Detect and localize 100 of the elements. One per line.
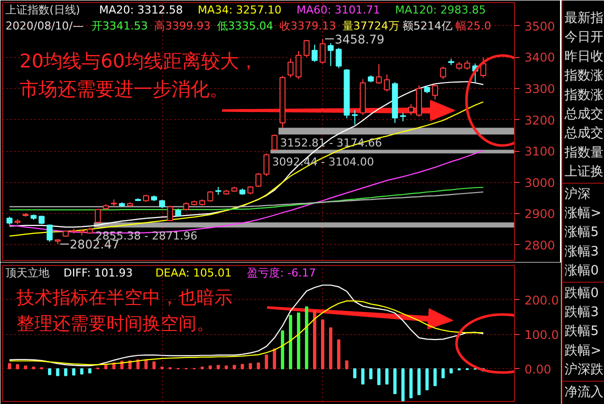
text: 指数量 [564,145,604,160]
text: 上证换 [564,164,604,180]
y-tick-label: 100.0 [524,328,559,342]
candlestick [328,42,334,66]
y-tick-label: 3000 [524,176,556,190]
annotation: 高3399.93 [154,20,211,32]
bar [288,314,292,370]
bar [433,368,437,386]
bar [64,368,68,376]
annotation: 量37724万 [342,20,400,32]
bar [425,368,429,390]
text: 总成交 [564,125,604,142]
text: DEAA: 105.01 [155,266,232,280]
candlestick [440,66,446,80]
bar [280,330,284,370]
y-tick-label: 3500 [524,19,556,34]
bar [88,368,92,374]
candlestick [480,56,486,78]
line-series [8,81,484,228]
bar [232,364,236,370]
text: 跌幅> [564,343,602,358]
bar [304,306,308,370]
bar [256,362,260,370]
line-series [8,186,484,210]
text: MA60: 3101.71 [296,4,380,16]
bar [369,368,372,380]
bar [80,368,84,374]
line-series [8,191,484,208]
chart-title: 上证指数(日线) [6,4,80,16]
bar [224,366,228,370]
bar [248,363,252,370]
text: 今日开 [564,30,604,46]
y-tick-label: 200.0 [524,293,559,308]
annotation: 低3335.04 [216,20,274,32]
bar [296,312,300,370]
annotation: 盈亏度: -6.17 [247,266,316,280]
text: 昨日收 [564,49,604,64]
candlestick [352,110,358,126]
annotation: 幅25.0 [456,20,492,32]
candlestick [336,47,342,69]
bar [72,368,76,376]
text: 总成交 [564,106,604,122]
text: DIFF: 101.93 [64,266,133,280]
candlestick [255,172,262,188]
text: 沪深 [564,186,590,202]
bar [401,368,405,402]
bar [345,360,348,370]
bar [152,361,156,370]
text: 净流入 [564,384,604,400]
text: 指数涨 [564,88,604,103]
text: MA20: 3312.58 [99,4,183,16]
text: 最新指 [564,11,604,26]
chart-title: 顶天立地 [6,266,50,280]
y-tick-label: 3400 [524,50,556,65]
annotation: 收3379.13 [280,20,336,32]
bar [216,364,220,370]
annotation: 额5214亿 [402,20,452,32]
bar [313,310,316,370]
text: 跌幅3 [564,305,599,320]
bar [409,368,413,398]
bar [385,368,389,384]
bar [393,368,397,394]
bar [16,364,20,370]
bar [377,368,380,386]
text: 涨幅> [564,206,602,221]
bar [24,366,28,370]
bar [240,364,244,370]
candlestick [432,83,438,100]
text: 跌幅5 [564,324,599,340]
candlestick [46,224,53,242]
line-series [8,284,484,366]
candlestick [408,104,414,116]
y-tick-label: 3300 [524,82,556,96]
bar [417,368,421,396]
y-tick-label: 2800 [524,238,556,252]
text: 涨幅5 [564,225,599,240]
text: 沪深跌 [564,362,604,378]
y-tick-label: 3200 [524,113,556,128]
bar [264,354,268,370]
bar [353,368,356,378]
annotation: 2020/08/10/— [6,20,84,32]
text: 涨幅3 [564,244,599,260]
bar [48,368,52,376]
bar [321,319,324,370]
y-tick-label: 2900 [524,207,556,222]
bar [56,368,60,376]
candlestick [464,60,470,70]
annotation: 技术指标在半空中，也暗示整理还需要时间换空间。 [16,288,232,334]
candlestick [263,152,270,177]
text: MA34: 3257.10 [198,4,282,16]
bar [450,368,453,374]
candlestick [304,40,310,58]
text: MA120: 2983.85 [395,4,486,16]
annotation: 3458.79 [334,32,384,46]
candlestick [296,50,302,80]
candlestick [320,38,326,64]
y-tick-label: 0.00 [524,362,552,376]
text: 指数涨 [564,68,604,84]
candlestick [384,74,390,92]
bar [337,339,340,370]
